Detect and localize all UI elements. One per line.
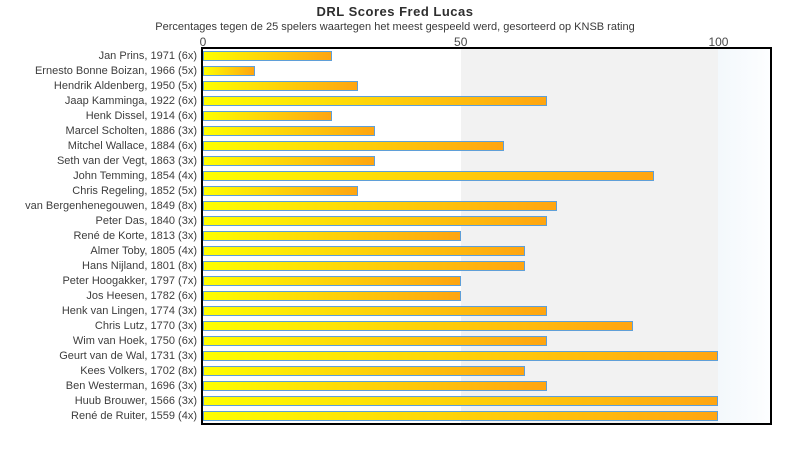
bar	[203, 111, 332, 122]
bar	[203, 126, 375, 137]
bar	[203, 395, 719, 406]
bar	[203, 66, 255, 77]
category-label: Kees Volkers, 1702 (8x)	[80, 364, 197, 377]
category-label: Henk van Lingen, 1774 (3x)	[61, 304, 197, 317]
chart-title: DRL Scores Fred Lucas	[316, 4, 474, 19]
category-label: Wim van Hoek, 1750 (6x)	[72, 334, 197, 347]
category-label: René de Ruiter, 1559 (4x)	[71, 409, 197, 422]
bar	[203, 156, 375, 167]
category-label: Mitchel Wallace, 1884 (6x)	[67, 140, 197, 153]
category-label: Hendrik Aldenberg, 1950 (5x)	[53, 80, 197, 93]
category-label: Almer Toby, 1805 (4x)	[90, 244, 197, 257]
bar	[203, 96, 547, 107]
bar	[203, 231, 461, 241]
category-label: Peter Das, 1840 (3x)	[95, 215, 198, 228]
bar	[203, 171, 655, 182]
bar	[203, 260, 526, 271]
category-label: Jos Heesen, 1782 (6x)	[86, 289, 197, 302]
category-label: Ben Westerman, 1696 (3x)	[65, 379, 197, 392]
bar	[203, 141, 504, 152]
bar	[203, 275, 461, 286]
bar	[203, 216, 547, 227]
category-label: John Temming, 1854 (4x)	[73, 170, 197, 183]
bar	[203, 81, 358, 92]
category-label: René de Korte, 1813 (3x)	[73, 229, 197, 242]
bar	[203, 245, 526, 256]
chart-subtitle: Percentages tegen de 25 spelers waartege…	[155, 21, 635, 33]
bar	[203, 335, 547, 346]
category-label: Jan Prins, 1971 (6x)	[98, 50, 197, 63]
bar	[203, 365, 526, 376]
category-label: Geurt van de Wal, 1731 (3x)	[59, 349, 197, 362]
x-tick-label: 100	[708, 35, 729, 49]
bar	[203, 51, 332, 62]
category-label: Seth van der Vegt, 1863 (3x)	[56, 155, 197, 168]
category-label: Jaap Kamminga, 1922 (6x)	[64, 95, 197, 108]
bar	[203, 201, 558, 212]
plot-area	[201, 47, 772, 425]
x-tick-label: 50	[454, 35, 468, 49]
bar	[203, 290, 461, 301]
bar	[203, 320, 633, 331]
bar	[203, 305, 547, 316]
band-over-100	[718, 49, 770, 423]
bar	[203, 380, 547, 391]
category-label: Hans Nijland, 1801 (8x)	[82, 259, 197, 272]
category-label: Huub Brouwer, 1566 (3x)	[74, 394, 197, 407]
category-label: Ernesto Bonne Boizan, 1966 (5x)	[34, 65, 197, 78]
bar	[203, 410, 719, 421]
bar	[203, 186, 358, 197]
category-label: Marcel Scholten, 1886 (3x)	[65, 125, 197, 138]
category-label: Chris Lutz, 1770 (3x)	[94, 319, 197, 332]
category-label: Henk Dissel, 1914 (6x)	[85, 110, 197, 123]
category-label: van Bergenhenegouwen, 1849 (8x)	[25, 200, 197, 213]
category-label: Chris Regeling, 1852 (5x)	[72, 185, 197, 198]
bar	[203, 350, 719, 361]
category-label: Peter Hoogakker, 1797 (7x)	[62, 274, 197, 287]
x-tick-label: 0	[199, 35, 207, 49]
